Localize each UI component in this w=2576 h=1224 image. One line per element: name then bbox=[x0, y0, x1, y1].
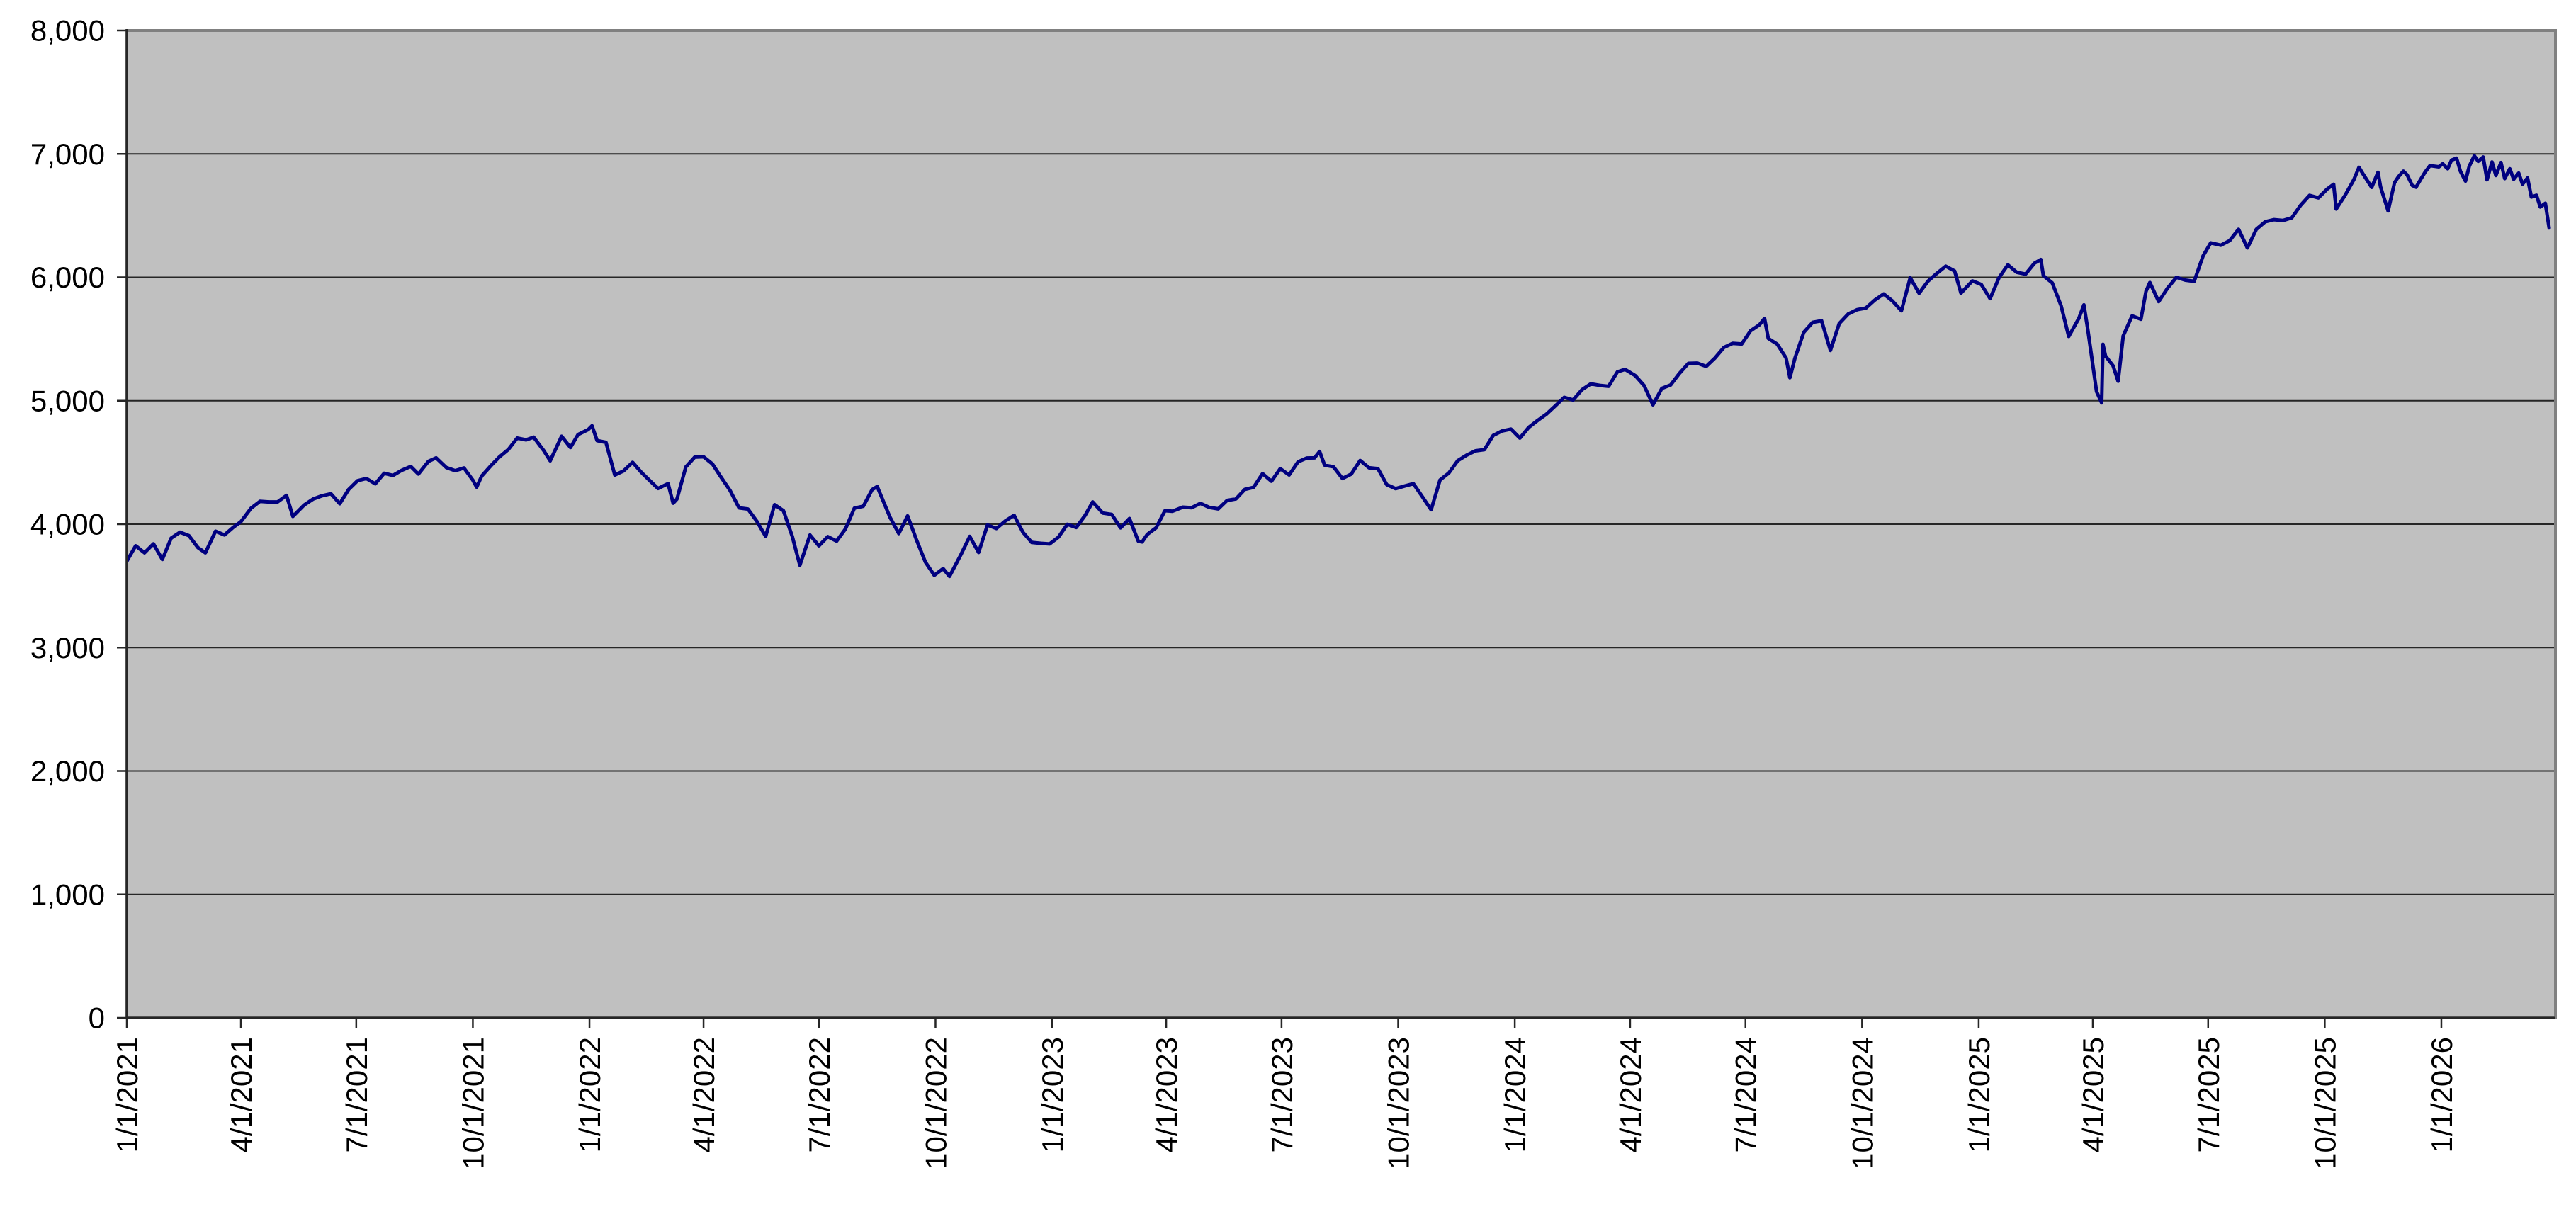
y-tick-label: 4,000 bbox=[30, 508, 105, 541]
x-tick-label: 4/1/2023 bbox=[1150, 1037, 1183, 1153]
x-tick-label: 1/1/2025 bbox=[1962, 1037, 1996, 1153]
x-tick-label: 10/1/2025 bbox=[2308, 1037, 2341, 1169]
x-tick-label: 10/1/2021 bbox=[456, 1037, 490, 1169]
x-tick-label: 7/1/2023 bbox=[1265, 1037, 1299, 1153]
y-tick-label: 3,000 bbox=[30, 631, 105, 664]
x-tick-label: 4/1/2021 bbox=[225, 1037, 258, 1153]
y-tick-label: 8,000 bbox=[30, 14, 105, 47]
price-line bbox=[125, 154, 2551, 579]
x-tick-label: 7/1/2024 bbox=[1729, 1037, 1763, 1153]
x-tick-label: 1/1/2022 bbox=[573, 1037, 606, 1153]
y-tick-label: 7,000 bbox=[30, 137, 105, 171]
y-tick-label: 0 bbox=[89, 1002, 105, 1035]
x-tick-label: 1/1/2021 bbox=[111, 1037, 144, 1153]
x-tick-label: 10/1/2023 bbox=[1382, 1037, 1416, 1169]
y-tick-label: 5,000 bbox=[30, 384, 105, 417]
x-tick-label: 1/1/2023 bbox=[1036, 1037, 1069, 1153]
x-tick-label: 4/1/2022 bbox=[687, 1037, 721, 1153]
x-tick-label: 4/1/2024 bbox=[1614, 1037, 1647, 1153]
x-tick-label: 7/1/2025 bbox=[2192, 1037, 2225, 1153]
y-tick-label: 6,000 bbox=[30, 261, 105, 294]
x-tick-label: 10/1/2022 bbox=[919, 1037, 952, 1169]
y-tick-label: 1,000 bbox=[30, 878, 105, 911]
y-tick-label: 2,000 bbox=[30, 754, 105, 788]
x-tick-label: 10/1/2024 bbox=[1846, 1037, 1879, 1169]
x-tick-label: 1/1/2026 bbox=[2425, 1037, 2458, 1153]
x-tick-label: 4/1/2025 bbox=[2077, 1037, 2110, 1153]
x-tick-label: 7/1/2021 bbox=[340, 1037, 373, 1153]
x-tick-label: 1/1/2024 bbox=[1498, 1037, 1532, 1153]
x-tick-label: 7/1/2022 bbox=[803, 1037, 836, 1153]
